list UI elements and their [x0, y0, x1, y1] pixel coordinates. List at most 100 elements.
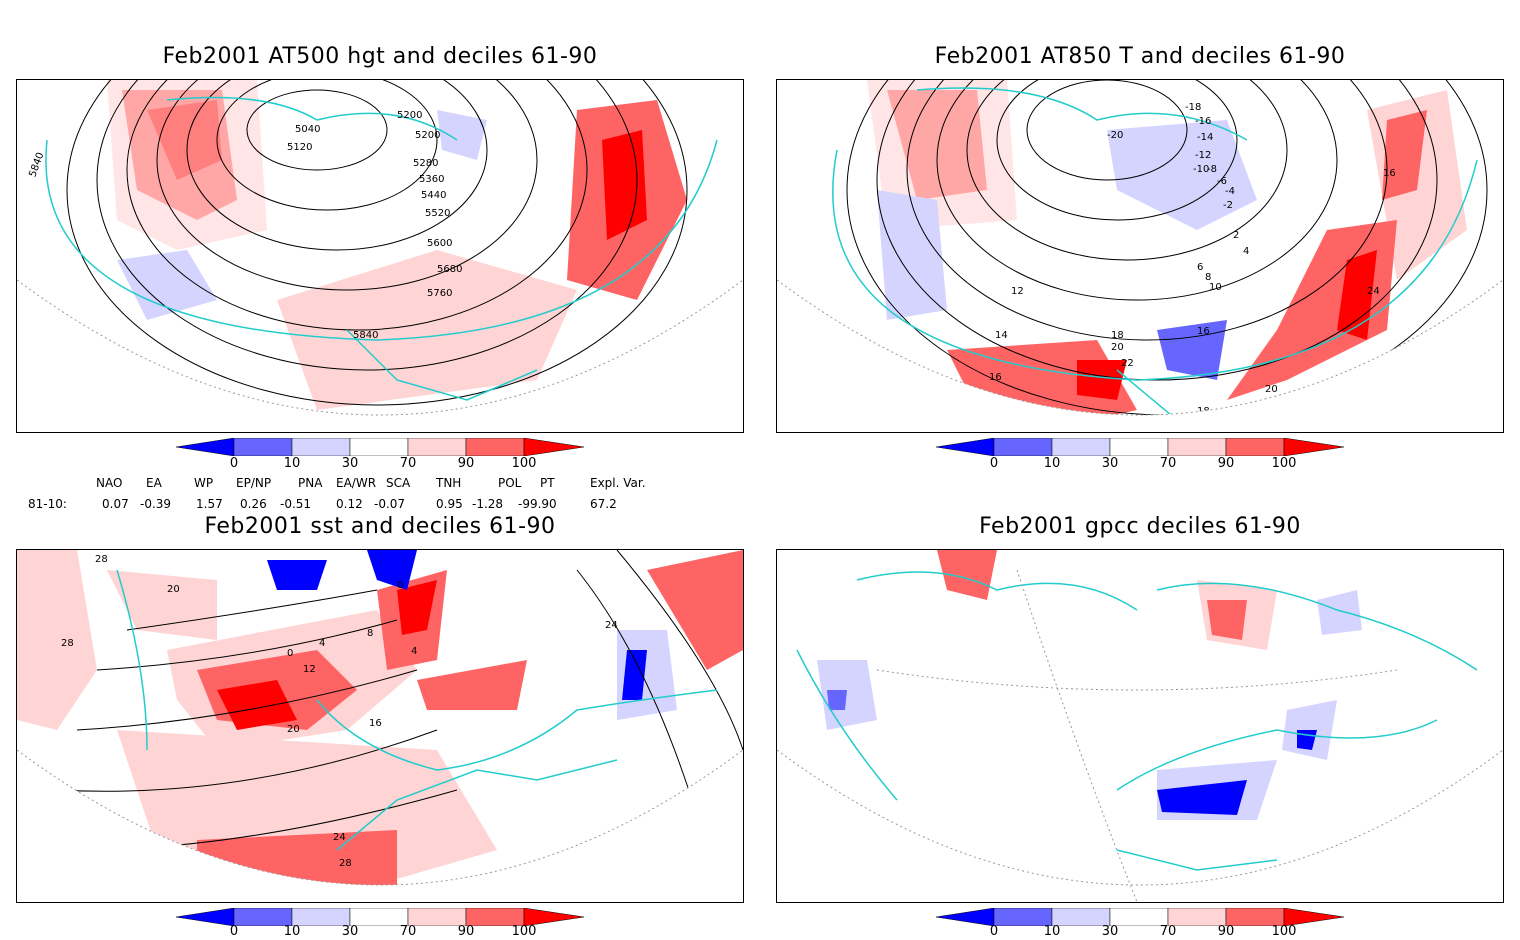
- index-header: SCA: [386, 476, 411, 490]
- index-header: PT: [540, 476, 555, 490]
- contour-label: 4: [411, 646, 417, 657]
- colorbar-tick: 10: [283, 924, 301, 939]
- index-header: EA/WR: [336, 476, 377, 490]
- contour-label: 4: [1243, 246, 1249, 257]
- contour-label: 5120: [287, 142, 312, 153]
- contour-label: -6: [1217, 176, 1227, 187]
- contour-label: -18: [1185, 102, 1201, 113]
- contour-label: 28: [339, 858, 352, 869]
- index-value: 0.95: [436, 497, 463, 511]
- colorbar-tick: 70: [1159, 456, 1177, 471]
- contour-label: 20: [1265, 384, 1278, 395]
- contour-label: 5520: [425, 208, 450, 219]
- colorbar-tick: 0: [989, 456, 999, 471]
- colorbar-tick: 0: [229, 456, 239, 471]
- index-header: PNA: [298, 476, 323, 490]
- map-t850: -20 -18 -16 -14 -12 -10 -8 -6 -4 -2 2 4 …: [776, 79, 1504, 433]
- colorbar-swatch: [1283, 907, 1345, 927]
- colorbar-swatch: [407, 437, 467, 457]
- contour-label: 0: [287, 648, 293, 659]
- colorbar-tick: 100: [1271, 456, 1297, 471]
- colorbar-tick: 0: [229, 924, 239, 939]
- colorbar-swatch: [349, 437, 409, 457]
- contour-label: -10: [1193, 164, 1209, 175]
- index-header: WP: [194, 476, 214, 490]
- contour-label: 28: [229, 868, 242, 879]
- index-header: TNH: [436, 476, 462, 490]
- index-value: 1.57: [196, 497, 223, 511]
- index-value: 67.2: [590, 497, 617, 511]
- colorbar-gpcc: 0 10 30 70 90 100: [935, 907, 1346, 940]
- contour-label: 5680: [437, 264, 462, 275]
- contour-label: 8: [1205, 272, 1211, 283]
- colorbar-t850: 0 10 30 70 90 100: [935, 437, 1346, 474]
- contour-label: 12: [303, 664, 316, 675]
- colorbar-tick: 90: [1217, 456, 1235, 471]
- index-header: NAO: [96, 476, 123, 490]
- contour-label: 16: [369, 718, 382, 729]
- contour-label: 5600: [427, 238, 452, 249]
- panel-title-hgt500: Feb2001 AT500 hgt and deciles 61-90: [162, 44, 598, 69]
- index-row-label: 81-10:: [28, 497, 67, 511]
- contour-label: 5200: [397, 110, 422, 121]
- colorbar-tick: 100: [1271, 924, 1297, 939]
- colorbar-swatch: [523, 907, 585, 927]
- contour-label: 18: [1111, 330, 1124, 341]
- contour-label: -2: [1223, 200, 1233, 211]
- index-value: -1.28: [472, 497, 504, 511]
- index-value: -0.51: [280, 497, 312, 511]
- colorbar-tick: 10: [1043, 924, 1061, 939]
- colorbar-swatch: [1283, 437, 1345, 457]
- colorbar-tick: 10: [1043, 456, 1061, 471]
- colorbar-tick: 70: [399, 924, 417, 939]
- colorbar-tick: 30: [1101, 456, 1119, 471]
- contour-label: 10: [1209, 282, 1222, 293]
- contour-label: 14: [995, 330, 1008, 341]
- contour-label: 4: [319, 638, 325, 649]
- colorbar-sst: 0 10 30 70 90 100: [175, 907, 586, 940]
- colorbar-tick: 30: [341, 924, 359, 939]
- colorbar-swatch: [175, 437, 235, 457]
- index-value: 0.07: [102, 497, 129, 511]
- contour-label: 5840: [27, 151, 46, 179]
- contour-label: 16: [1197, 326, 1210, 337]
- map-gpcc: [776, 549, 1504, 903]
- contour-label: 5760: [427, 288, 452, 299]
- colorbar-swatch: [1225, 437, 1285, 457]
- colorbar-tick: 0: [989, 924, 999, 939]
- colorbar-tick: 100: [511, 456, 537, 471]
- colorbar-tick: 30: [1101, 924, 1119, 939]
- contour-label: 16: [1383, 168, 1396, 179]
- colorbar-hgt500: 0 10 30 70 90 100: [175, 437, 586, 474]
- contour-label: 28: [61, 638, 74, 649]
- contour-label: 20: [1111, 342, 1124, 353]
- colorbar-swatch: [935, 437, 995, 457]
- contour-label: 5200: [415, 130, 440, 141]
- colorbar-swatch: [1109, 437, 1169, 457]
- contour-label: 5440: [421, 190, 446, 201]
- contour-label: 0: [397, 580, 403, 591]
- index-header: EP/NP: [236, 476, 272, 490]
- contour-label: -16: [1195, 116, 1211, 127]
- contour-label: 20: [287, 724, 300, 735]
- panel-title-sst: Feb2001 sst and deciles 61-90: [204, 514, 556, 539]
- contour-label: 5280: [413, 158, 438, 169]
- colorbar-tick: 10: [283, 456, 301, 471]
- colorbar-tick: 90: [1217, 924, 1235, 939]
- index-value: -99.90: [518, 497, 557, 511]
- contour-label: -12: [1195, 150, 1211, 161]
- contour-label: 24: [1367, 286, 1380, 297]
- contour-label: -8: [1207, 164, 1217, 175]
- index-header: POL: [498, 476, 522, 490]
- contour-label: 6: [1197, 262, 1203, 273]
- contour-label: 2: [1233, 230, 1239, 241]
- contour-label: 5360: [419, 174, 444, 185]
- colorbar-swatch: [1051, 437, 1111, 457]
- contour-label: 5840: [353, 330, 378, 341]
- contour-label: 5040: [295, 124, 320, 135]
- index-header: Expl. Var.: [590, 476, 646, 490]
- contour-label: 12: [1011, 286, 1024, 297]
- contour-label: 24: [605, 620, 618, 631]
- contour-label: 28: [95, 554, 108, 565]
- map-hgt500: 5040 5120 5200 5200 5280 5360 5440 5520 …: [16, 79, 744, 433]
